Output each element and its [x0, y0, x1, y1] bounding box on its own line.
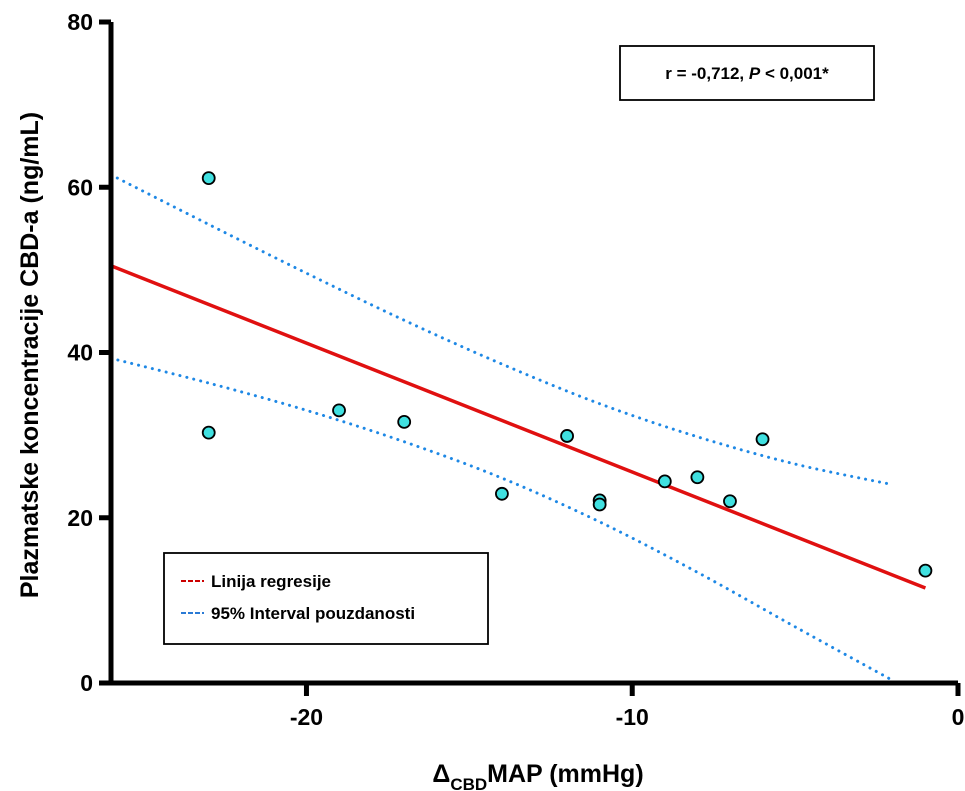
data-point-4: [495, 486, 509, 501]
x-tick-label-0: -20: [290, 704, 323, 730]
stats-annotation-box: [619, 45, 875, 101]
data-point-2: [332, 403, 346, 418]
data-point-10: [723, 494, 737, 509]
x-axis-title-rest: MAP (mmHg): [487, 760, 643, 788]
legend: Linija regresije 95% Interval pouzdanost…: [163, 552, 489, 645]
stats-annotation-text: r = -0,712, P < 0,001*: [665, 64, 829, 83]
data-point-3: [397, 415, 412, 429]
y-tick-label-1: 20: [67, 505, 93, 531]
legend-label-regression: Linija regresije: [211, 572, 331, 591]
data-point-5: [560, 429, 574, 443]
data-point-8: [657, 474, 672, 489]
confidence-interval-layer: [109, 173, 895, 683]
stats-annotation-p: P: [749, 64, 761, 83]
x-axis-title-subscript: CBD: [450, 775, 487, 791]
regression-layer: [110, 264, 927, 590]
data-point-0: [201, 171, 216, 186]
stats-annotation-r: r = -0,712,: [665, 64, 749, 83]
axes: 0 20 40 60 80 -20 -10 0: [67, 9, 964, 730]
data-point-1: [201, 425, 216, 440]
legend-label-ci: 95% Interval pouzdanosti: [211, 604, 415, 623]
x-tick-label-2: 0: [952, 704, 965, 730]
legend-box: [163, 552, 489, 645]
y-axis-title: Plazmatske koncentracije CBD-a (ng/mL): [16, 112, 44, 598]
regression-line: [110, 264, 927, 590]
data-point-12: [918, 563, 933, 578]
points-layer: [201, 171, 933, 578]
ci-upper-line: [109, 173, 895, 487]
y-tick-label-4: 80: [67, 9, 93, 35]
data-point-9: [690, 470, 705, 485]
y-tick-label-2: 40: [67, 340, 93, 366]
data-point-11: [755, 432, 770, 447]
stats-annotation: r = -0,712, P < 0,001*: [619, 45, 875, 101]
ci-lower-line: [109, 356, 895, 683]
x-axis-title-delta: Δ: [432, 760, 450, 788]
x-tick-label-1: -10: [616, 704, 649, 730]
y-tick-label-0: 0: [80, 670, 93, 696]
data-point-7: [592, 497, 607, 512]
y-tick-label-3: 60: [67, 174, 93, 200]
x-axis-title: ΔCBDMAP (mmHg): [432, 760, 643, 791]
stats-annotation-p-value: < 0,001*: [760, 64, 829, 83]
